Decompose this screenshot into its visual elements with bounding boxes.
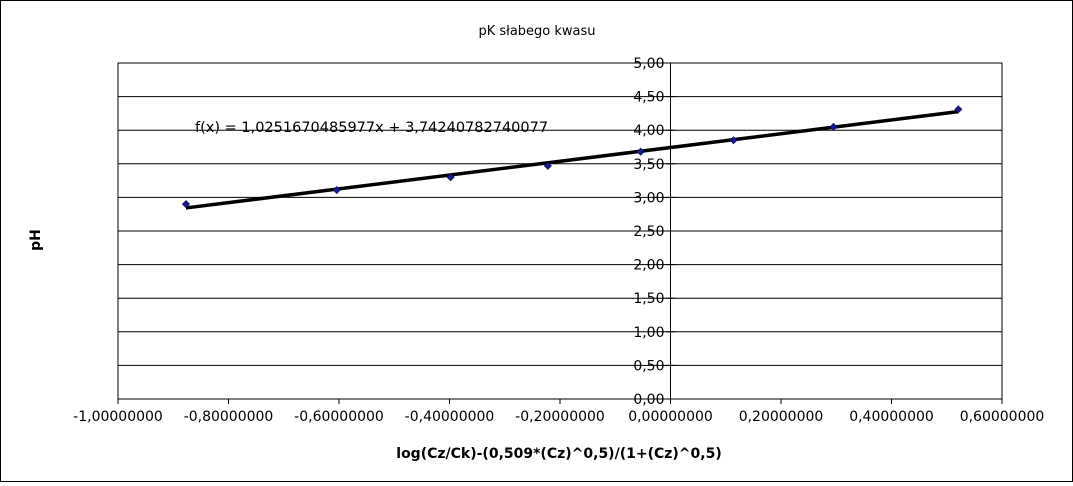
y-tick-label: 4,50 — [633, 90, 664, 106]
y-tick-label: 2,00 — [633, 258, 664, 274]
y-tick-label: 2,50 — [633, 224, 664, 240]
data-point — [636, 147, 645, 156]
y-tick-label: 4,00 — [633, 123, 664, 139]
y-axis-ticks: 0,00 0,50 1,00 1,50 2,00 2,50 3,00 3,50 4,00 4,50… — [633, 56, 676, 408]
trendline-equation: f(x) = 1,0251670485977x + 3,742407827400… — [195, 120, 548, 136]
x-tick-label: -0,80000000 — [184, 409, 274, 425]
chart-title: pK słabego kwasu — [478, 24, 595, 39]
trendline — [185, 109, 959, 210]
y-tick-label: 3,50 — [633, 157, 664, 173]
data-point — [954, 105, 963, 114]
x-tick-label: -1,00000000 — [73, 409, 163, 425]
y-tick-label: 1,50 — [633, 291, 664, 307]
data-points — [181, 105, 963, 209]
x-tick-label: -0,40000000 — [405, 409, 495, 425]
x-axis-ticks: -1,00000000 -0,80000000 -0,60000000 -0,4000… — [73, 399, 1044, 425]
x-tick-label: 0,60000000 — [960, 409, 1045, 425]
x-tick-label: 0,00000000 — [628, 409, 713, 425]
data-point — [332, 185, 341, 195]
data-point — [543, 161, 552, 170]
x-tick-label: -0,60000000 — [294, 409, 384, 425]
trendline-line — [185, 109, 959, 210]
y-tick-label: 0,00 — [633, 392, 664, 408]
grid-lines — [118, 62, 1002, 400]
x-tick-label: 0,40000000 — [849, 409, 934, 425]
y-tick-label: 5,00 — [633, 56, 664, 72]
y-tick-label: 3,00 — [633, 190, 664, 206]
y-tick-label: 0,50 — [633, 358, 664, 374]
y-tick-label: 1,00 — [633, 325, 664, 341]
data-point — [446, 173, 455, 182]
x-tick-label: -0,20000000 — [515, 409, 605, 425]
data-point — [729, 136, 738, 145]
y-axis-label: pH — [28, 229, 44, 251]
x-tick-label: 0,20000000 — [739, 409, 824, 425]
x-axis-label: log(Cz/Ck)-(0,509*(Cz)^0,5)/(1+(Cz)^0,5) — [396, 446, 721, 462]
data-point — [829, 122, 838, 131]
data-point — [181, 200, 190, 209]
